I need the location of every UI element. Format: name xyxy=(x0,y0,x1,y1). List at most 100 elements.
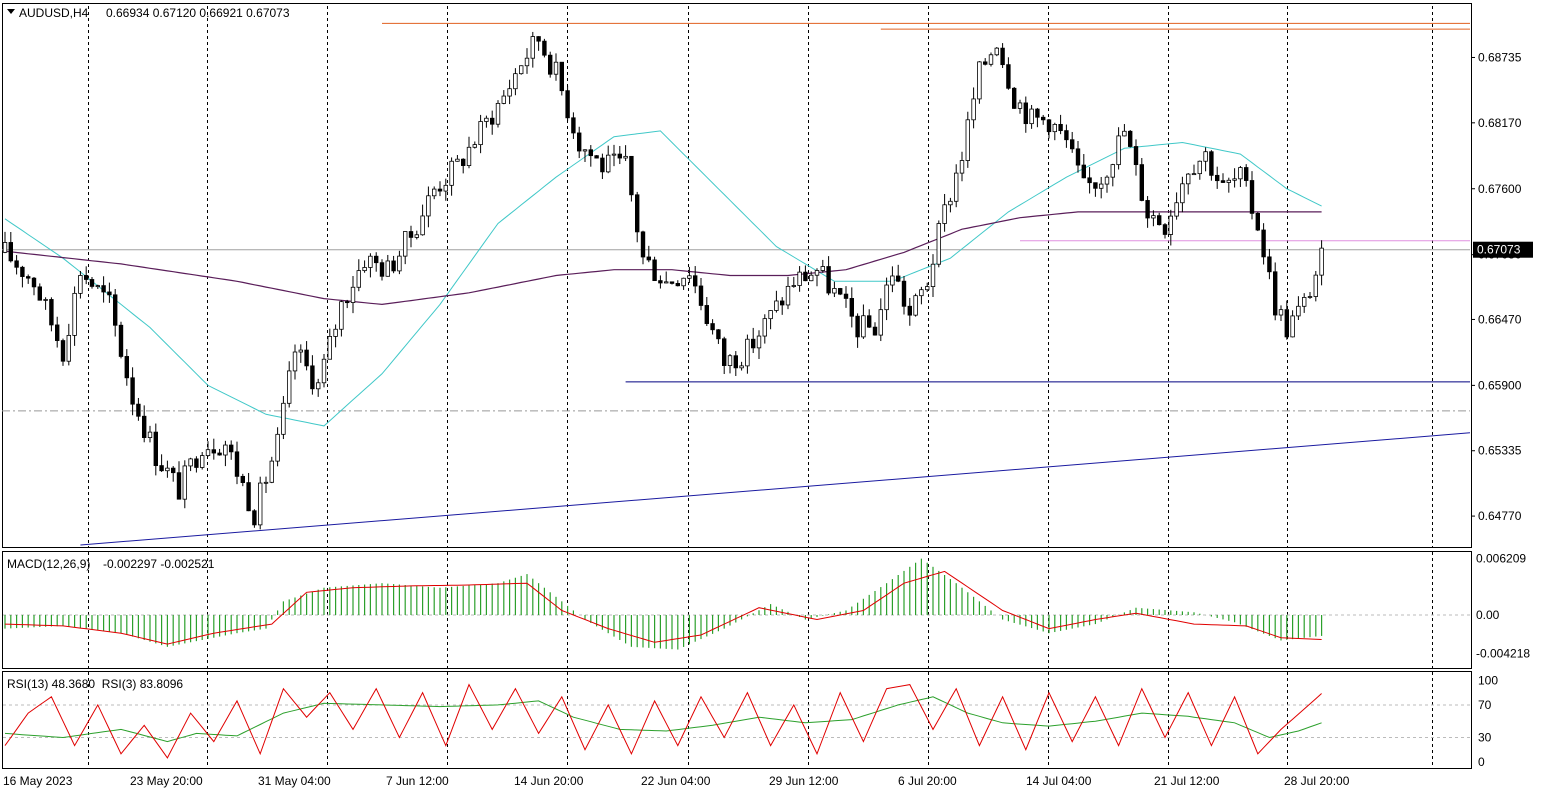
rsi-header: RSI(13) 48.3680 RSI(3) 83.8096 xyxy=(7,677,183,691)
candle-body xyxy=(1162,224,1168,235)
candle-body xyxy=(1017,102,1023,109)
candle-body xyxy=(402,231,408,257)
candle-body xyxy=(675,283,680,287)
candle-body xyxy=(1302,297,1307,307)
candle-body xyxy=(559,61,564,92)
macd-tick-label: -0.004218 xyxy=(1476,646,1530,660)
candle-body xyxy=(861,315,866,338)
candle-body xyxy=(727,355,733,366)
time-axis: 16 May 2023 23 May 20:00 31 May 04:00 7 Jun… xyxy=(3,774,1350,788)
candle-body xyxy=(600,157,605,173)
candle-body xyxy=(994,47,999,56)
candle-body xyxy=(304,349,309,367)
candle-body xyxy=(756,335,762,349)
rsi-panel[interactable] xyxy=(2,671,1472,769)
ohlc-values: 0.66934 0.67120 0.66921 0.67073 xyxy=(106,6,290,20)
candle-body xyxy=(472,144,477,148)
candle-body xyxy=(426,195,431,217)
candle-body xyxy=(988,54,994,65)
candle-body xyxy=(1093,182,1098,189)
candle-body xyxy=(971,98,976,121)
candle-body xyxy=(919,289,924,297)
candle-body xyxy=(658,280,663,284)
candle-body xyxy=(188,458,193,467)
candle-body xyxy=(379,262,385,277)
candle-body xyxy=(565,90,570,119)
candle-body xyxy=(832,288,837,294)
symbol-dropdown-icon[interactable] xyxy=(7,9,15,14)
candle-body xyxy=(1307,296,1313,298)
candle-body xyxy=(959,160,965,174)
candle-body xyxy=(1104,176,1110,185)
candle-body xyxy=(501,95,506,104)
candle-body xyxy=(1168,215,1173,235)
candle-body xyxy=(95,285,100,288)
candle-body xyxy=(965,119,970,161)
candle-body xyxy=(530,36,535,59)
candle-body xyxy=(814,270,820,276)
candle-body xyxy=(1267,256,1272,273)
candle-body xyxy=(234,451,240,477)
candle-body xyxy=(577,132,582,152)
candle-body xyxy=(878,309,883,336)
candle-body xyxy=(194,458,199,468)
rsi-series xyxy=(3,683,1470,759)
candle-body xyxy=(286,370,292,404)
candle-body xyxy=(716,329,721,340)
candle-body xyxy=(751,338,756,349)
candle-body xyxy=(1273,271,1278,316)
macd-series xyxy=(3,558,1470,650)
candle-body xyxy=(443,184,448,192)
candle-body xyxy=(431,188,437,197)
candle-body xyxy=(350,286,356,303)
candle-body xyxy=(797,271,802,286)
candle-body xyxy=(1122,130,1127,137)
candle-body xyxy=(768,310,773,320)
candle-body xyxy=(420,215,425,236)
candle-body xyxy=(113,294,118,326)
candle-body xyxy=(896,275,901,282)
current-price-label: 0.67073 xyxy=(1477,243,1521,257)
candle-body xyxy=(745,338,750,367)
candle-body xyxy=(1046,119,1052,133)
candle-body xyxy=(1186,173,1191,185)
candle-body xyxy=(611,153,617,156)
candle-body xyxy=(165,467,170,472)
candle-body xyxy=(1174,202,1179,217)
macd-signal-line xyxy=(4,570,1322,645)
candle-body xyxy=(118,324,124,357)
candle-body xyxy=(321,358,327,384)
candle-body xyxy=(571,117,576,134)
candle-body xyxy=(872,326,878,336)
candle-body xyxy=(298,349,303,353)
candle-body xyxy=(170,467,176,474)
candle-body xyxy=(762,318,767,337)
candle-body xyxy=(484,117,489,122)
candle-body xyxy=(373,255,379,264)
candle-body xyxy=(78,275,83,294)
candle-body xyxy=(809,274,814,282)
candle-body xyxy=(588,149,593,157)
candle-body xyxy=(948,200,953,206)
candle-body xyxy=(257,482,263,526)
candle-body xyxy=(733,355,738,369)
candle-body xyxy=(687,275,692,279)
candle-body xyxy=(1255,212,1260,231)
candle-body xyxy=(1075,148,1081,166)
candle-body xyxy=(1249,180,1255,214)
candle-body xyxy=(1064,130,1069,141)
price-tick-label: 0.65900 xyxy=(1478,378,1522,392)
candle-body xyxy=(455,158,460,162)
candle-body xyxy=(635,194,640,233)
candle-body xyxy=(8,242,13,262)
candle-body xyxy=(1319,247,1324,276)
candle-body xyxy=(263,481,269,484)
candle-body xyxy=(617,153,622,159)
candle-body xyxy=(344,301,350,304)
candle-body xyxy=(1139,164,1144,201)
candle-body xyxy=(1232,178,1237,181)
macd-panel[interactable] xyxy=(2,551,1472,669)
macd-tick-label: 0.006209 xyxy=(1476,552,1526,566)
candle-body xyxy=(2,242,8,253)
